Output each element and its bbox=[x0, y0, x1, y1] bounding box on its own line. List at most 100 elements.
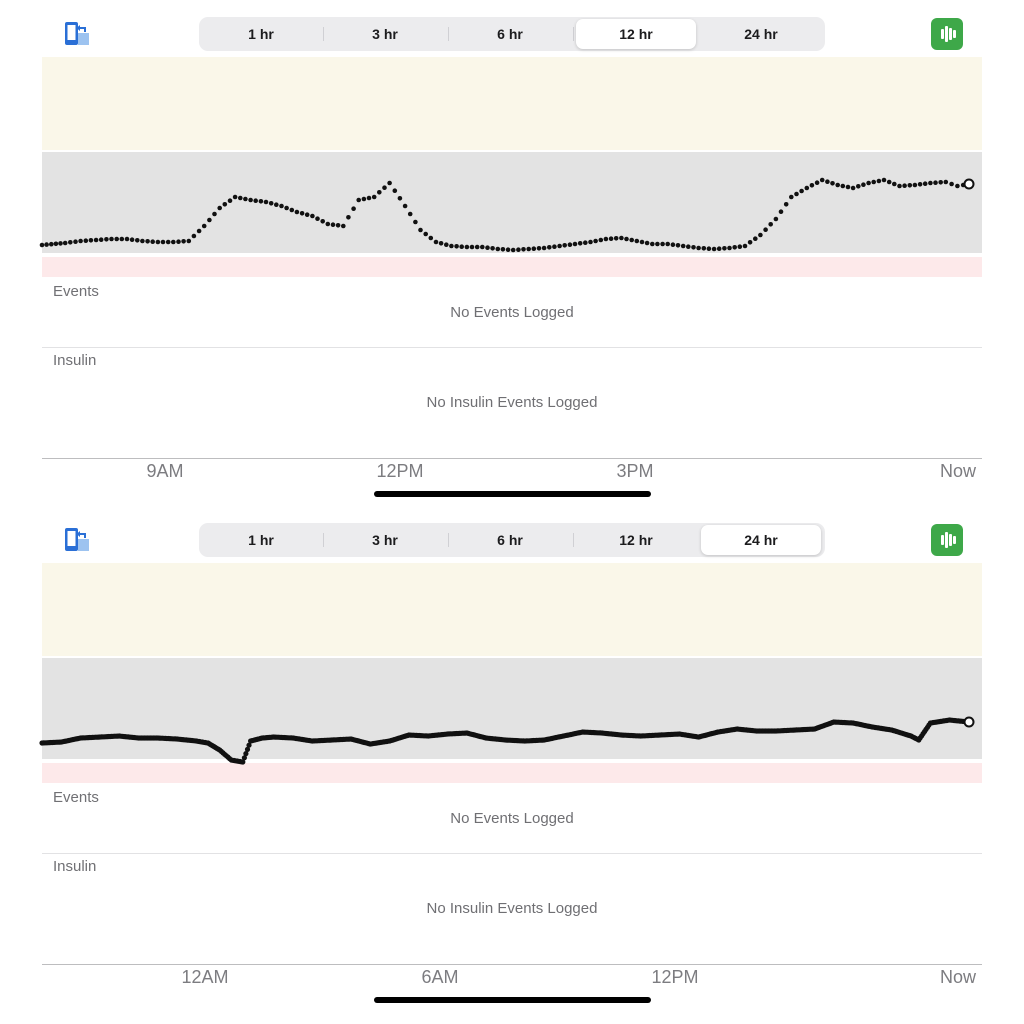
high-range-band bbox=[42, 57, 982, 150]
glucose-scatter-plot bbox=[39, 177, 975, 253]
glucose-reading-dot bbox=[150, 239, 155, 244]
glucose-reading-dot bbox=[675, 243, 681, 248]
glucose-reading-dot bbox=[315, 216, 320, 221]
glucose-reading-dot bbox=[248, 197, 253, 203]
glucose-reading-dot bbox=[562, 243, 567, 248]
low-range-band bbox=[42, 257, 982, 277]
time-range-segmented-control: 1 hr 3 hr 6 hr 12 hr 24 hr bbox=[199, 17, 825, 51]
x-tick-label: 12PM bbox=[376, 461, 424, 481]
segment-1hr[interactable]: 1 hr bbox=[248, 532, 274, 548]
glucose-reading-dot bbox=[536, 246, 542, 251]
glucose-reading-dot bbox=[320, 219, 326, 224]
glucose-reading-dot bbox=[335, 223, 341, 228]
target-range-band bbox=[42, 152, 982, 253]
glucose-reading-dot bbox=[304, 212, 310, 217]
waveform-icon bbox=[945, 26, 948, 42]
glucose-reading-dot bbox=[814, 180, 820, 185]
glucose-reading-dot bbox=[840, 183, 846, 189]
share-audio-button[interactable] bbox=[931, 524, 963, 556]
waveform-icon bbox=[953, 536, 956, 544]
glucose-reading-dot bbox=[212, 211, 217, 217]
segment-6hr[interactable]: 6 hr bbox=[497, 532, 523, 548]
section-divider bbox=[42, 853, 982, 854]
glucose-reading-dot bbox=[639, 239, 645, 245]
high-range-band bbox=[42, 563, 982, 656]
current-reading-marker[interactable] bbox=[963, 178, 975, 190]
glucose-reading-dot bbox=[459, 244, 465, 249]
glucose-reading-dot bbox=[274, 202, 279, 207]
home-indicator[interactable] bbox=[374, 491, 651, 497]
time-range-segmented-control: 1 hr 3 hr 6 hr 12 hr 24 hr bbox=[199, 523, 825, 557]
glucose-reading-dot bbox=[238, 195, 243, 201]
glucose-reading-dot bbox=[294, 209, 300, 215]
glucose-reading-dot bbox=[742, 243, 748, 249]
glucose-reading-dot bbox=[624, 236, 629, 242]
segment-divider bbox=[448, 533, 449, 547]
glucose-reading-dot bbox=[660, 241, 665, 247]
glucose-reading-dot bbox=[44, 242, 49, 247]
glucose-reading-dot bbox=[109, 236, 114, 242]
glucose-reading-dot bbox=[876, 178, 882, 184]
segment-divider bbox=[448, 27, 449, 41]
glucose-reading-dot bbox=[351, 206, 356, 211]
segment-24hr[interactable]: 24 hr bbox=[701, 525, 821, 555]
glucose-reading-dot bbox=[686, 244, 691, 249]
glucose-reading-dot bbox=[244, 746, 251, 752]
phone-sync-icon[interactable] bbox=[62, 526, 92, 556]
segment-12hr[interactable]: 12 hr bbox=[619, 532, 653, 548]
glucose-reading-dot bbox=[433, 239, 439, 245]
glucose-reading-dot bbox=[186, 238, 192, 244]
glucose-reading-dot bbox=[39, 242, 45, 248]
glucose-reading-dot bbox=[955, 183, 960, 189]
waveform-icon bbox=[953, 30, 956, 38]
x-tick-label: 12AM bbox=[181, 967, 229, 987]
segment-6hr[interactable]: 6 hr bbox=[497, 26, 523, 42]
glucose-reading-dot bbox=[246, 742, 252, 748]
glucose-reading-dot bbox=[263, 199, 269, 205]
glucose-reading-dot bbox=[881, 177, 887, 183]
glucose-reading-dot bbox=[825, 179, 830, 184]
glucose-reading-dot bbox=[711, 246, 717, 252]
glucose-reading-dot bbox=[392, 188, 398, 193]
glucose-reading-dot bbox=[706, 246, 712, 251]
glucose-reading-dot bbox=[140, 238, 145, 244]
share-audio-button[interactable] bbox=[931, 18, 963, 50]
glucose-reading-dot bbox=[444, 242, 449, 247]
glucose-reading-dot bbox=[655, 241, 660, 247]
segment-24hr[interactable]: 24 hr bbox=[744, 26, 778, 42]
glucose-reading-dot bbox=[268, 201, 274, 206]
glucose-reading-dot bbox=[892, 181, 897, 187]
glucose-reading-dot bbox=[495, 246, 501, 252]
glucose-reading-dot bbox=[217, 205, 222, 211]
segment-3hr[interactable]: 3 hr bbox=[372, 26, 398, 42]
glucose-reading-dot bbox=[171, 239, 176, 245]
glucose-reading-dot bbox=[469, 244, 475, 250]
phone-sync-icon[interactable] bbox=[62, 20, 92, 50]
segment-3hr[interactable]: 3 hr bbox=[372, 532, 398, 548]
glucose-reading-dot bbox=[809, 183, 815, 188]
glucose-reading-dot bbox=[758, 232, 763, 238]
glucose-reading-dot bbox=[912, 182, 918, 188]
glucose-reading-dot bbox=[366, 195, 372, 201]
glucose-reading-dot bbox=[78, 238, 83, 244]
glucose-reading-dot bbox=[73, 239, 78, 244]
glucose-reading-dot bbox=[949, 181, 954, 187]
glucose-reading-dot bbox=[325, 221, 331, 227]
glucose-reading-dot bbox=[886, 179, 892, 185]
home-indicator[interactable] bbox=[374, 997, 651, 1003]
glucose-reading-dot bbox=[191, 233, 197, 239]
current-reading-marker[interactable] bbox=[963, 716, 975, 728]
glucose-reading-dot bbox=[438, 241, 444, 246]
glucose-reading-dot bbox=[691, 245, 696, 250]
glucose-reading-dot bbox=[547, 245, 552, 250]
segment-1hr[interactable]: 1 hr bbox=[248, 26, 274, 42]
glucose-reading-dot bbox=[572, 241, 578, 247]
glucose-panel-24hr: 1 hr 3 hr 6 hr 12 hr 24 hr Events No Eve… bbox=[0, 506, 1024, 1012]
segment-12hr[interactable]: 12 hr bbox=[576, 19, 696, 49]
x-tick-label: 3PM bbox=[616, 461, 654, 481]
waveform-icon bbox=[941, 29, 944, 39]
glucose-reading-dot bbox=[943, 179, 949, 185]
events-label: Events bbox=[53, 789, 99, 806]
glucose-reading-dot bbox=[526, 246, 531, 252]
glucose-reading-dot bbox=[608, 236, 614, 241]
